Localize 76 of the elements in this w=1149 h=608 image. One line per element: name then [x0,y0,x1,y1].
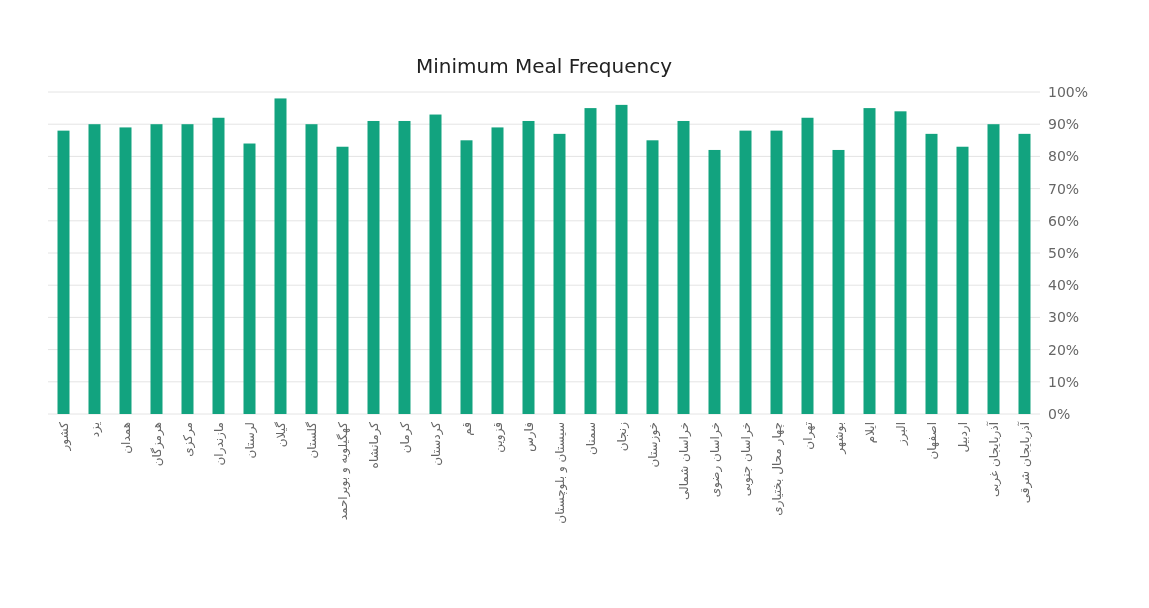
bar [305,124,318,414]
bar [243,143,256,414]
bar [1018,133,1031,414]
x-tick-label: تهران [800,422,816,450]
x-tick-label: مازندران [211,422,227,466]
y-tick-label: 20% [1048,341,1080,358]
bar [88,124,101,414]
bar [150,124,163,414]
chart-title: Minimum Meal Frequency [415,54,673,78]
y-tick-label: 90% [1048,116,1080,133]
x-tick-label: کرمانشاه [366,421,382,469]
y-tick-label: 10% [1048,373,1080,390]
y-tick-label: 40% [1048,277,1080,294]
bar [770,130,783,414]
bar [336,146,349,414]
x-tick-label: چهار محال بختیاری [769,422,785,516]
x-tick-label: کشور [56,421,72,452]
bar [429,114,442,414]
x-tick-label: خراسان رضوی [707,422,723,498]
x-tick-label: یزد [87,422,103,438]
bar [398,120,411,414]
y-tick-label: 70% [1048,180,1080,197]
x-tick-label: اصفهان [924,422,939,460]
x-tick-label: کردستان [428,421,444,466]
x-tick-label: خراسان جنوبی [738,422,754,497]
x-tick-label: آذربایجان غربی [985,421,1002,498]
x-tick-label: آذربایجان شرقی [1016,421,1033,504]
bar [832,149,845,414]
bar [708,149,721,414]
bar [491,127,504,414]
x-tick-label: بوشهر [831,422,847,455]
x-tick-label: سمنان [583,422,598,456]
x-tick-label: اردبیل [955,422,971,453]
bar [987,124,1000,414]
y-tick-label: 50% [1048,245,1080,261]
bar [367,120,380,414]
bar [801,117,814,414]
bar [274,98,287,414]
x-tick-label: گلستان [304,421,319,459]
bar [584,108,597,414]
x-tick-label: خراسان شمالی [676,422,692,501]
bar [615,104,628,414]
x-tick-label: قزوین [490,422,506,453]
bar [553,133,566,414]
x-tick-label: همدان [118,422,133,454]
x-tick-label: لرستان [242,422,258,459]
x-tick-label: مرکزی [180,422,196,457]
bar [677,120,690,414]
x-tick-label: ایلام [862,422,877,444]
bar [460,140,473,414]
bar [646,140,659,414]
bar [57,130,70,414]
x-tick-label: فارس [521,422,537,452]
y-tick-label: 60% [1048,212,1080,229]
bar [894,111,907,414]
y-tick-label: 0% [1048,406,1071,422]
bar [956,146,969,414]
x-tick-label: سیستان و بلوچستان [552,422,568,524]
x-tick-label: زنجان [614,421,630,452]
x-tick-label: خوزستان [645,422,661,468]
bar [212,117,225,414]
x-tick-label: قم [459,422,474,436]
x-tick-label: کهگیلویه و بویراحمد [335,421,351,521]
x-tick-label: گیلان [273,421,288,448]
bar [739,130,752,414]
bar [925,133,938,414]
bar [181,124,194,414]
x-tick-label: کرمان [397,421,413,454]
bar [119,127,132,414]
y-tick-label: 80% [1048,148,1080,165]
x-tick-label: البرز [893,422,909,447]
y-tick-label: 30% [1048,309,1080,326]
bar [863,108,876,414]
bar [522,120,535,414]
y-tick-label: 100% [1048,84,1089,100]
x-tick-label: هرمزگان [149,422,165,467]
